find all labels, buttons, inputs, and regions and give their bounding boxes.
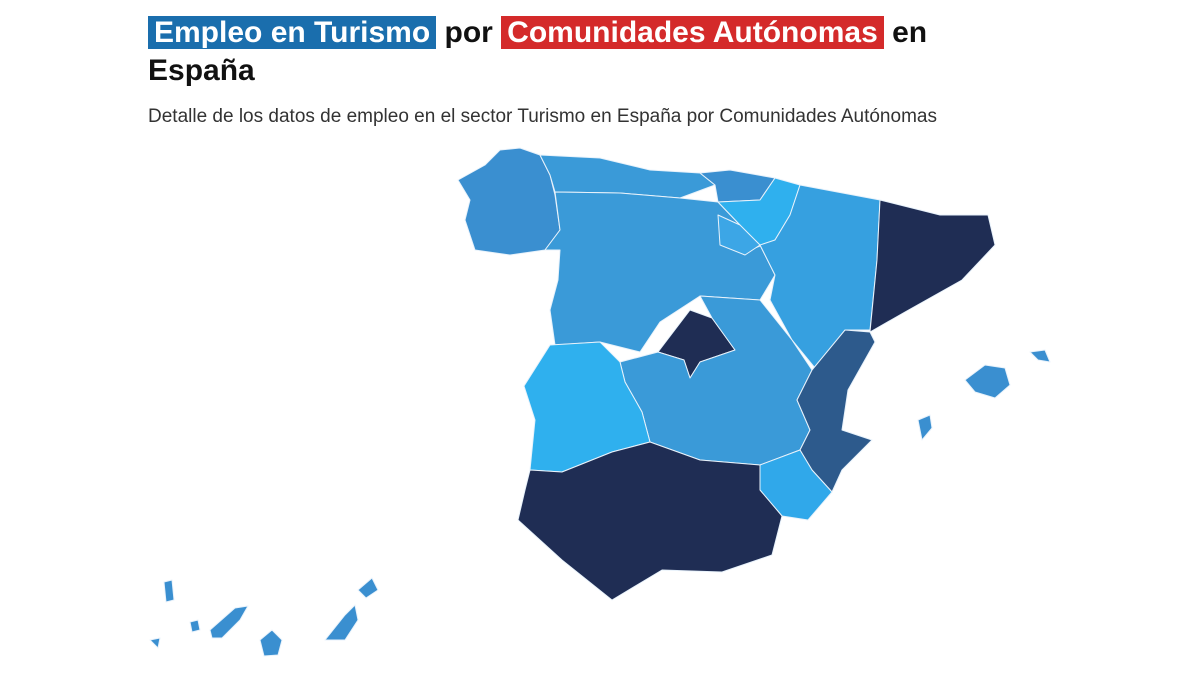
region <box>717 214 761 256</box>
region <box>869 199 996 333</box>
island <box>357 577 379 599</box>
title: Empleo en Turismo por Comunidades Autóno… <box>148 14 1008 90</box>
island <box>189 619 201 633</box>
region <box>796 329 876 493</box>
island <box>964 364 1011 399</box>
title-text: por <box>444 16 493 49</box>
island <box>917 414 933 441</box>
island <box>259 629 283 657</box>
island <box>149 637 161 649</box>
subtitle: Detalle de los datos de empleo en el sec… <box>148 106 937 127</box>
region <box>517 441 783 601</box>
island <box>163 579 175 603</box>
island <box>324 604 359 641</box>
title-highlight: Empleo en Turismo <box>148 16 437 49</box>
region <box>539 154 716 199</box>
island <box>1029 349 1051 363</box>
title-text: en España <box>148 16 928 87</box>
title-highlight: Comunidades Autónomas <box>501 16 884 49</box>
island <box>209 605 249 639</box>
